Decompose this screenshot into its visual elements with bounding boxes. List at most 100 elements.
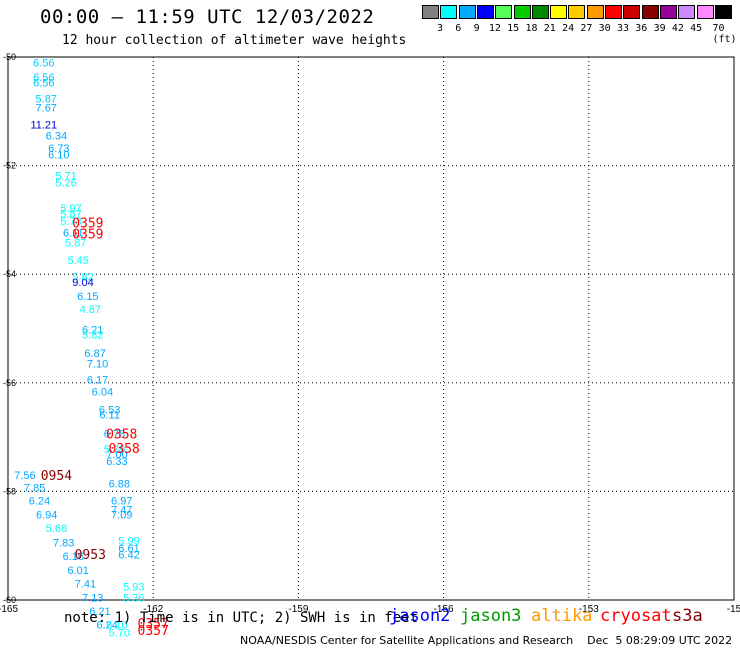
satellite-name-altika: altika — [531, 606, 593, 626]
wave-height-label: 6.10 — [48, 150, 69, 162]
lat-tick-label: -60 — [3, 595, 16, 605]
wave-height-label: 5.70 — [109, 628, 130, 640]
legend-swatch — [568, 5, 586, 19]
legend-level-label: 24 — [562, 23, 575, 34]
wave-height-label: 6.73 — [48, 143, 69, 155]
lon-tick-label: -162 — [143, 604, 163, 615]
wave-height-label: 6.34 — [46, 131, 67, 143]
legend-swatch — [641, 5, 659, 19]
wave-height-label: 6.24 — [97, 619, 118, 631]
map-tick-labels: -165 -162 -159 -156 -153 -15 -50 -52 -54 -56 -58 -6… — [0, 52, 740, 615]
legend-level-label: 6 — [455, 23, 462, 34]
wave-height-label: 5.73 — [60, 216, 81, 228]
wave-height-label: 5.26 — [55, 177, 76, 189]
wave-height-label: 7.56 — [14, 470, 35, 482]
wave-height-label: 5.93 — [123, 581, 144, 593]
pass-time-label: 0358 — [109, 442, 140, 457]
wave-height-label: 7.85 — [24, 483, 45, 495]
wave-height-label: 6.94 — [36, 510, 57, 522]
wave-height-label: 5.97 — [60, 203, 81, 215]
wave-height-label: 6.42 — [118, 549, 139, 561]
legend-level-label: 39 — [653, 23, 666, 34]
wave-height-label: 5.36 — [123, 592, 144, 604]
legend-level-label: 12 — [488, 23, 501, 34]
wave-height-label: 5.68 — [46, 523, 67, 535]
wave-height-label: 7.83 — [53, 537, 74, 549]
legend-level-label: 3 — [436, 23, 444, 34]
wave-height-label: 5.79 — [104, 444, 125, 456]
wave-height-values: 6.566.566.565.877.6711.216.346.736.105.7… — [14, 57, 144, 639]
wave-height-label: 6.53 — [99, 404, 120, 416]
wave-height-label: 6.61 — [118, 543, 139, 555]
legend-swatch — [440, 5, 458, 19]
legend-level-label: 15 — [507, 23, 520, 34]
legend-swatch — [623, 5, 641, 19]
legend-swatch — [605, 5, 622, 19]
legend-swatch — [513, 5, 531, 19]
wave-height-label: 6.21 — [82, 325, 103, 337]
legend-swatch — [659, 5, 677, 19]
pass-time-label: 0953 — [75, 548, 106, 563]
wave-height-label: 6.17 — [87, 375, 108, 387]
lat-tick-label: -56 — [3, 378, 16, 388]
legend-level-label: 18 — [525, 23, 538, 34]
lon-tick-label: -159 — [288, 604, 308, 615]
wave-height-label: 6.56 — [33, 72, 54, 84]
wave-height-label: 7.41 — [75, 579, 96, 591]
wave-height-label: 6.10 — [106, 619, 127, 631]
satellite-name-cryosat: cryosat — [600, 606, 672, 626]
wave-height-label: 5.45 — [67, 255, 88, 267]
wave-height-label: 6.87 — [84, 348, 105, 360]
credit-line: NOAA/NESDIS Center for Satellite Applica… — [240, 634, 733, 647]
legend-swatch — [531, 5, 549, 19]
lat-tick-label: -50 — [3, 52, 16, 62]
wave-height-label: 5.87 — [36, 93, 57, 105]
wave-height-label: 6.04 — [92, 386, 113, 398]
wave-height-label: 5.99 — [118, 535, 139, 547]
map-subtitle: 12 hour collection of altimeter wave hei… — [62, 33, 407, 48]
wave-height-label: 6.56 — [33, 57, 54, 69]
wave-height-label: 11.21 — [30, 119, 57, 131]
satellite-name-s3a: s3a — [672, 606, 703, 626]
wave-height-label: 4.87 — [80, 304, 101, 316]
wave-height-label: 9.04 — [72, 277, 93, 289]
lon-tick-label: -165 — [0, 604, 18, 615]
legend-swatch — [550, 5, 568, 19]
wave-height-label: 5.82 — [82, 329, 103, 341]
map-title: 00:00 – 11:59 UTC 12/03/2022 — [40, 6, 375, 28]
legend-level-label: 27 — [580, 23, 593, 34]
wave-height-label: 6.11 — [63, 227, 84, 239]
wave-height-label: 6.11 — [99, 409, 120, 421]
wave-height-label: 6.78 — [104, 428, 125, 440]
wave-height-label: 6.33 — [106, 456, 127, 468]
wave-height-label: 6.88 — [109, 478, 130, 490]
wave-height-label: 7.13 — [82, 592, 103, 604]
lon-tick-label: -15 — [727, 604, 740, 615]
legend-swatch — [495, 5, 513, 19]
lon-tick-label: -153 — [579, 604, 599, 615]
legend-level-label: 42 — [671, 23, 684, 34]
legend-swatch — [714, 5, 732, 19]
satellite-name-jason2: jason2 — [389, 606, 451, 626]
wave-height-label: 5.87 — [65, 238, 86, 250]
legend-level-label: 33 — [616, 23, 630, 34]
pass-time-label: 0954 — [41, 469, 72, 484]
lat-tick-label: -58 — [3, 486, 16, 496]
satellite-name-jason3: jason3 — [460, 606, 522, 626]
wave-height-label: 5.82 — [72, 271, 93, 283]
legend-swatch — [696, 5, 714, 19]
legend-swatch — [422, 5, 439, 19]
wave-height-label: 7.09 — [111, 510, 132, 522]
wave-height-label: 7.47 — [111, 504, 132, 516]
map-border — [7, 56, 735, 601]
legend-swatch — [458, 5, 476, 19]
wave-height-label: 7.67 — [36, 102, 57, 114]
wave-height-label: 7.10 — [87, 358, 108, 370]
wave-height-label: 6.15 — [77, 291, 98, 303]
pass-time-label: 0357 — [138, 617, 169, 632]
legend-level-label: 9 — [473, 23, 480, 34]
footer-note: note: 1) Time is in UTC; 2) SWH is in fe… — [64, 610, 419, 626]
wave-height-label: 7.00 — [106, 449, 127, 461]
